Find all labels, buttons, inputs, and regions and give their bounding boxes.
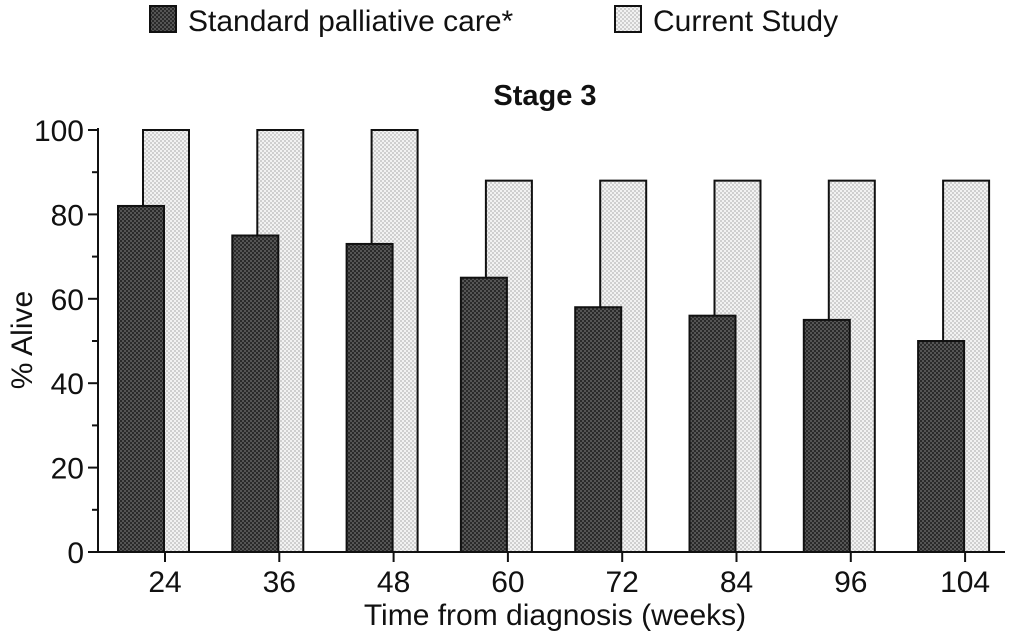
x-tick-label: 84 [720, 566, 753, 599]
bar-standard-84 [688, 314, 737, 553]
bar-standard-36 [231, 234, 280, 553]
y-ticks: 0 20 40 60 80 100 [34, 115, 98, 570]
legend: Standard palliative care* Current Study [149, 5, 838, 38]
y-tick-label: 60 [51, 284, 84, 317]
x-tick-label: 96 [834, 566, 867, 599]
bar-standard-96 [802, 318, 851, 553]
bars [117, 129, 991, 554]
chart-title: Stage 3 [493, 80, 596, 112]
x-tick-label: 72 [606, 566, 639, 599]
x-axis-label: Time from diagnosis (weeks) [364, 599, 746, 632]
legend-swatch-current [614, 5, 642, 33]
bar-standard-48 [345, 242, 394, 553]
y-tick-label: 0 [67, 537, 84, 570]
legend-swatch-standard [149, 5, 177, 33]
y-tick-label: 40 [51, 368, 84, 401]
y-tick-label: 100 [34, 115, 84, 148]
x-tick-label: 24 [148, 566, 181, 599]
y-tick-label: 80 [51, 199, 84, 232]
legend-label-standard: Standard palliative care* [188, 5, 514, 38]
y-tick-label: 20 [51, 453, 84, 486]
legend-label-current: Current Study [653, 5, 838, 38]
x-tick-label: 48 [377, 566, 410, 599]
x-tick-label: 104 [940, 566, 990, 599]
bar-standard-60 [459, 276, 508, 553]
x-tick-label: 60 [491, 566, 524, 599]
bar-standard-72 [574, 306, 623, 553]
x-tick-label: 36 [263, 566, 296, 599]
y-axis-label: % Alive [6, 291, 39, 389]
bar-standard-104 [917, 340, 966, 553]
x-ticks: 24 36 48 60 72 84 96 104 [148, 552, 990, 599]
bar-standard-24 [117, 204, 165, 554]
